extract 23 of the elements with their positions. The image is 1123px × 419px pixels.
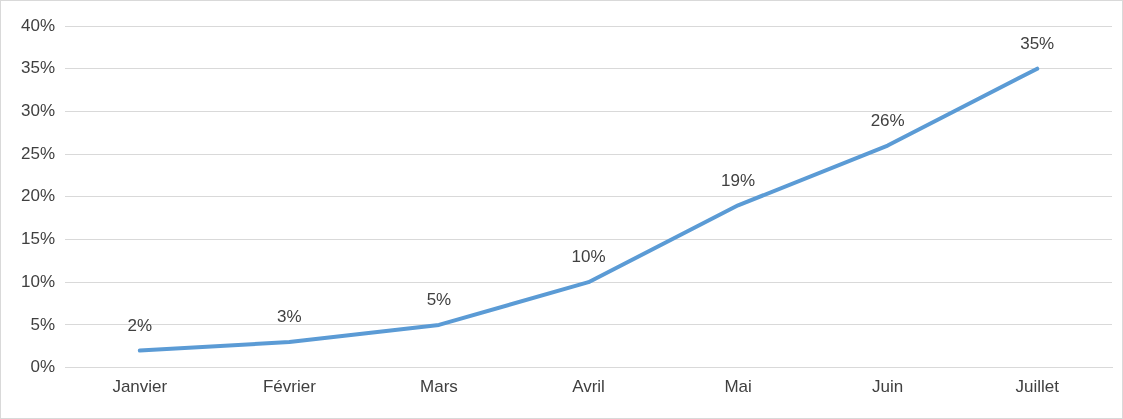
x-tick-label: Avril	[572, 377, 605, 397]
y-tick-label: 35%	[20, 58, 56, 78]
y-tick-label: 20%	[20, 186, 56, 206]
data-label: 2%	[127, 315, 153, 335]
y-tick-label: 10%	[20, 271, 56, 291]
data-label: 10%	[571, 247, 606, 267]
data-label: 5%	[426, 290, 452, 310]
data-label: 26%	[870, 110, 905, 130]
x-tick-label: Janvier	[112, 377, 168, 397]
y-tick-label: 25%	[20, 143, 56, 163]
data-label: 19%	[721, 170, 756, 190]
x-tick-label: Mars	[420, 377, 458, 397]
y-tick-label: 5%	[30, 314, 56, 334]
y-tick-label: 0%	[30, 357, 56, 377]
x-tick-label: Février	[262, 377, 317, 397]
y-tick-label: 30%	[20, 101, 56, 121]
data-label: 35%	[1020, 33, 1055, 53]
x-tick-label: Juin	[872, 377, 904, 397]
y-tick-label: 15%	[20, 229, 56, 249]
x-tick-label: Juillet	[1015, 377, 1060, 397]
y-tick-label: 40%	[20, 15, 56, 35]
x-tick-label: Mai	[724, 377, 752, 397]
data-label: 3%	[277, 307, 302, 327]
